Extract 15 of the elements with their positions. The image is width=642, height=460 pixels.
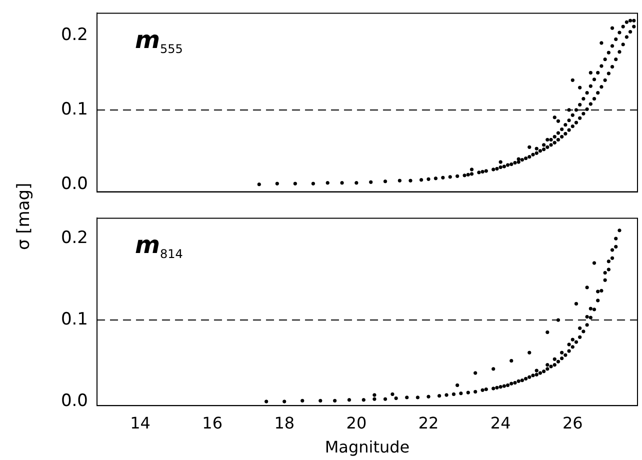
- x-axis-title: Magnitude: [324, 438, 410, 457]
- y-tick-label: 0.2: [60, 24, 88, 45]
- x-tick-label: 18: [274, 413, 295, 432]
- y-tick-label: 0.1: [60, 309, 88, 330]
- y-tick-label: 0.0: [60, 174, 88, 194]
- x-tick-label: 16: [202, 413, 222, 432]
- x-tick-label: 14: [130, 413, 150, 432]
- y-tick-label: 0.2: [60, 228, 88, 248]
- y-axis-title: σ [mag]: [14, 182, 34, 250]
- y-tick-label: 0.0: [60, 390, 88, 411]
- x-tick-label: 24: [490, 413, 511, 432]
- y-tick-label: 0.1: [60, 99, 88, 120]
- x-tick-label: 20: [346, 413, 367, 432]
- x-tick-label: 26: [562, 413, 583, 432]
- x-tick-label: 22: [418, 413, 439, 432]
